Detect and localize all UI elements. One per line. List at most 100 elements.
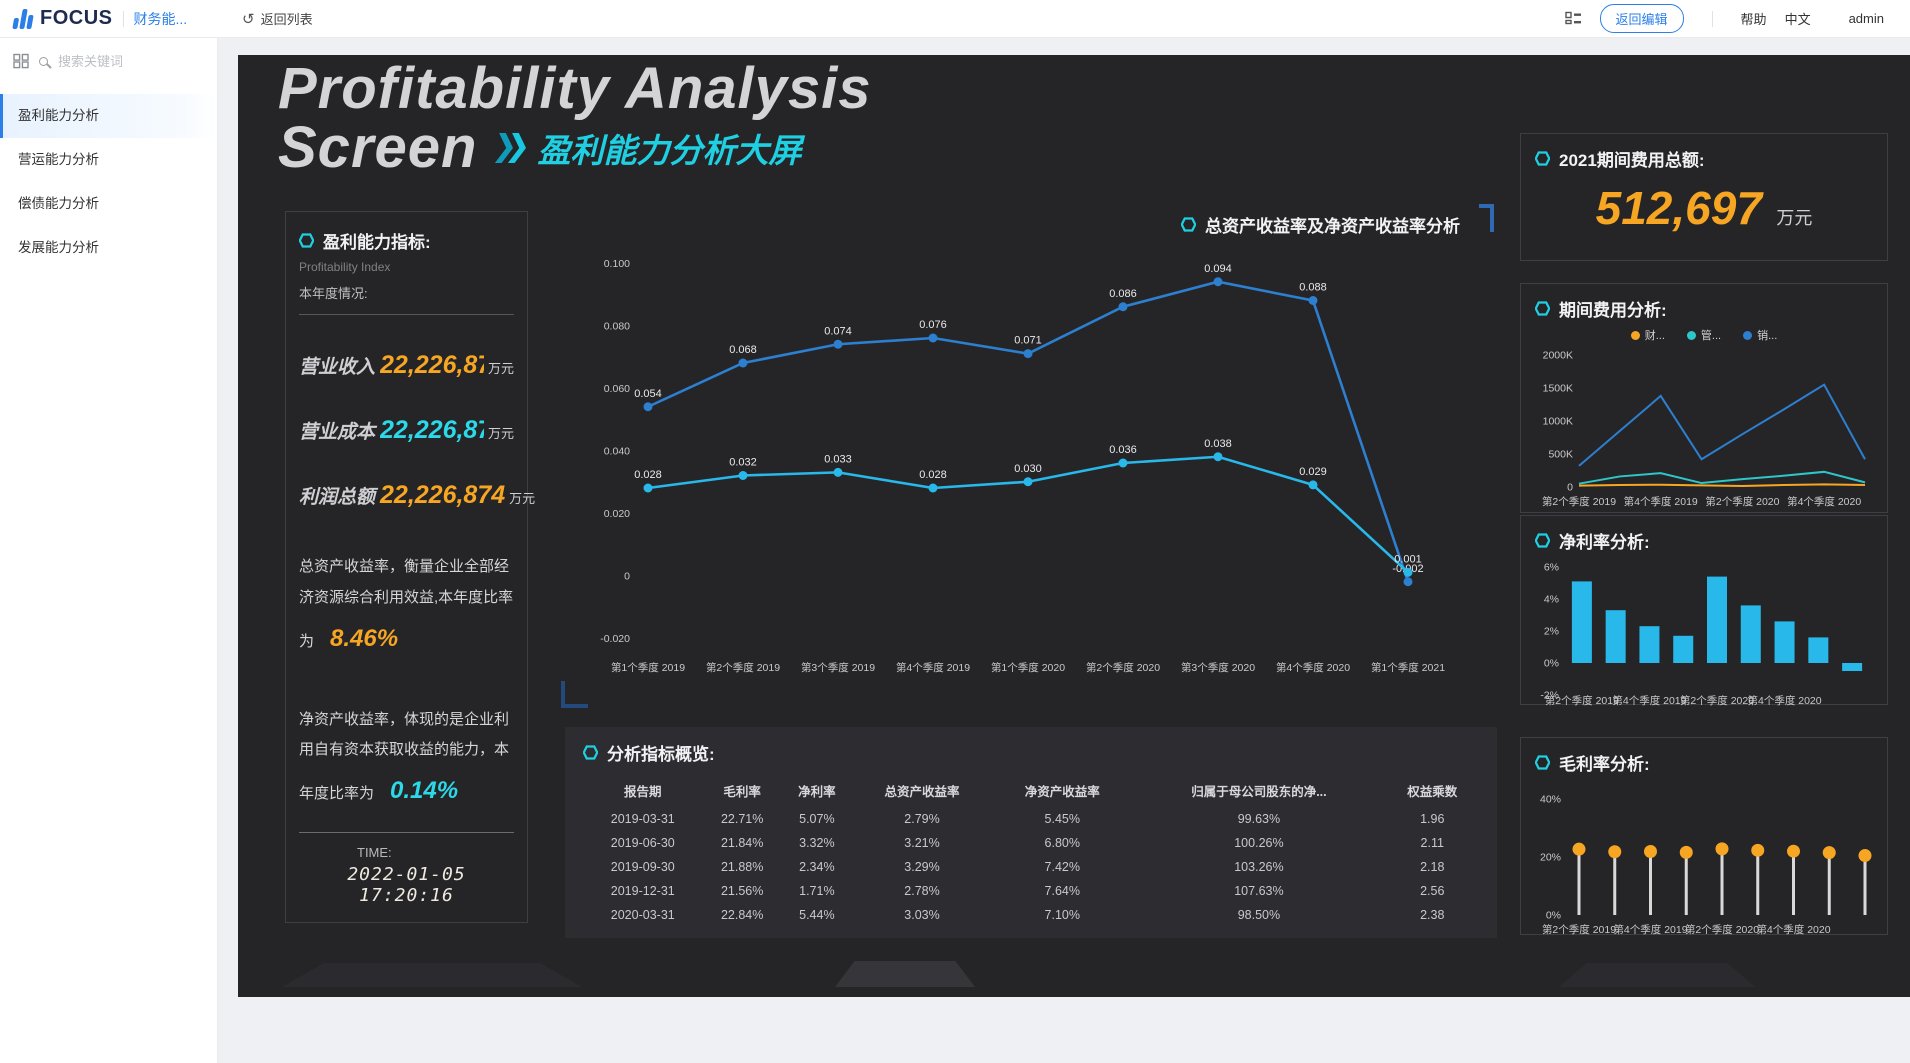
legend-item[interactable]: 销... [1743, 327, 1777, 343]
svg-text:0.032: 0.032 [729, 457, 757, 469]
table-cell: 2.56 [1420, 884, 1445, 898]
svg-text:第3个季度 2019: 第3个季度 2019 [801, 661, 875, 674]
table-row: 2019-06-30 21.84% 3.32% 3.21% 6.80% 100.26% 2.… [583, 831, 1479, 855]
svg-text:2%: 2% [1544, 626, 1559, 638]
language-switch[interactable]: 中文 [1784, 12, 1811, 27]
table-header-row: 报告期 毛利率 净利率 总资产收益率 净资产收益率 归属于母公司股东的净... 权益乘数 [583, 774, 1479, 807]
svg-text:第2个季度 2019: 第2个季度 2019 [1542, 923, 1616, 936]
period-expense-title: 期间费用分析: [1535, 296, 1873, 321]
hexagon-icon [1535, 151, 1550, 166]
sidebar-item-operating[interactable]: 营运能力分析 [18, 152, 99, 167]
table-header-cell: 归属于母公司股东的净... [1191, 785, 1327, 799]
table-cell: 21.88% [720, 860, 764, 874]
legend-dot-icon [1686, 330, 1696, 340]
divider [299, 314, 514, 315]
back-to-edit-button[interactable]: 返回编辑 [1599, 4, 1684, 33]
bottom-decoration-center [835, 961, 975, 987]
table-cell: 7.42% [1044, 860, 1080, 874]
table-cell: 103.26% [1234, 860, 1284, 874]
legend-item[interactable]: 财... [1630, 327, 1665, 343]
metric-total-profit: 利润总额 22,226,874 万元 [299, 481, 536, 509]
dashboard-subtitle-cn: 盈利能力分析大屏 [537, 132, 802, 170]
hexagon-icon [1181, 217, 1196, 232]
table-cell: 2.34% [799, 860, 835, 874]
topbar-separator-2 [1711, 10, 1713, 27]
svg-text:0.094: 0.094 [1204, 263, 1232, 275]
corner-bracket-bottom-left [561, 681, 588, 708]
search-input[interactable] [58, 53, 178, 69]
table-cell: 6.80% [1044, 836, 1080, 850]
table-cell: 99.63% [1237, 812, 1281, 826]
category-grid-icon[interactable] [13, 53, 29, 69]
table-row: 2020-03-31 22.84% 5.44% 3.03% 7.10% 98.50% 2.3… [583, 903, 1479, 927]
svg-text:4%: 4% [1544, 594, 1559, 606]
roa-roe-line-chart: 0.100 0.080 0.060 0.040 0.020 0 -0.020 第1个季度 20… [568, 238, 1508, 693]
roa-value: 8.46% [330, 624, 399, 652]
table-cell: 1.96 [1420, 812, 1445, 826]
legend-dot-icon [1630, 330, 1640, 340]
gross-margin-title: 毛利率分析: [1535, 750, 1873, 775]
roe-description: 净资产收益率，体现的是企业利用自有资本获取收益的能力，本年度比率为 0.14% [299, 710, 510, 805]
sidebar-item-growth[interactable]: 发展能力分析 [18, 240, 99, 255]
gross-margin-card: 毛利率分析: 40% 20% 0% 第2个季度 2019 第4个季度 2019 第2个季度… [1520, 737, 1888, 936]
table-header-cell: 净资产收益率 [1024, 785, 1100, 799]
legend-item[interactable]: 管... [1686, 327, 1721, 343]
svg-text:0.076: 0.076 [919, 319, 947, 331]
svg-text:0.038: 0.038 [1204, 438, 1232, 450]
back-to-list-button[interactable]: ↺ 返回列表 [242, 9, 313, 28]
svg-text:0.001: 0.001 [1394, 553, 1422, 565]
table-cell: 100.26% [1234, 836, 1284, 850]
table-cell: 2019-03-31 [610, 812, 675, 826]
sidebar-search-row [0, 38, 217, 84]
help-link[interactable]: 帮助 [1740, 12, 1767, 27]
svg-text:第4个季度 2019: 第4个季度 2019 [1612, 694, 1686, 707]
overview-table-panel: 分析指标概览: 报告期 毛利率 净利率 总资产收益率 净资产收益率 归属于母公司股东的净.… [565, 727, 1497, 938]
table-cell: 3.21% [904, 836, 940, 850]
sidebar-item-solvency[interactable]: 偿债能力分析 [18, 196, 99, 211]
dashboard-title: Profitability Analysis Screen 盈利能力分析大屏 [278, 56, 872, 179]
table-cell: 5.45% [1044, 812, 1080, 826]
profitability-index-panel: 盈利能力指标: Profitability Index 本年度情况: 营业收入 … [285, 211, 536, 923]
svg-text:0: 0 [1567, 482, 1573, 494]
hexagon-icon [583, 745, 598, 760]
roe-value: 0.14% [390, 777, 459, 805]
chevron-right-icon [495, 133, 525, 163]
dashboard-title-line1: Profitability Analysis [278, 56, 872, 121]
svg-text:0.100: 0.100 [604, 258, 630, 270]
workspace-name[interactable]: 财务能... [133, 10, 188, 27]
svg-text:0.029: 0.029 [1299, 466, 1327, 478]
table-cell: 3.03% [904, 908, 940, 922]
svg-text:第1个季度 2019: 第1个季度 2019 [611, 661, 685, 674]
user-menu[interactable]: admin [1848, 11, 1884, 26]
table-cell: 5.07% [799, 812, 835, 826]
svg-text:第4个季度 2020: 第4个季度 2020 [1276, 661, 1350, 674]
svg-text:0.030: 0.030 [1014, 463, 1042, 475]
svg-text:0.036: 0.036 [1109, 444, 1137, 456]
svg-text:1500K: 1500K [1543, 383, 1573, 395]
period-expense-card: 期间费用分析: 财... 管... 销... 2000K 1500K 1000K 500K… [1520, 283, 1888, 513]
svg-text:第4个季度 2019: 第4个季度 2019 [896, 661, 970, 674]
svg-text:第2个季度 2019: 第2个季度 2019 [1545, 694, 1619, 707]
dashboard-canvas: Profitability Analysis Screen 盈利能力分析大屏 盈… [238, 55, 1910, 997]
svg-text:0.060: 0.060 [604, 383, 630, 395]
net-margin-card: 净利率分析: 6% 4% 2% 0% -2% 第2个季度 2019 第4个季度 2019 第2… [1520, 515, 1888, 707]
table-cell: 22.84% [720, 908, 764, 922]
topbar-right: 返回编辑 帮助 中文 admin [1564, 4, 1910, 33]
svg-text:第1个季度 2020: 第1个季度 2020 [991, 661, 1065, 674]
topbar: FOCUS 财务能... ↺ 返回列表 返回编辑 帮助 中文 admin [0, 0, 1910, 38]
svg-text:-0.020: -0.020 [600, 633, 630, 645]
topbar-separator [122, 10, 124, 27]
table-row: 2019-03-31 22.71% 5.07% 2.79% 5.45% 99.63% 1.9… [583, 807, 1479, 831]
svg-text:0.028: 0.028 [919, 469, 947, 481]
svg-text:第2个季度 2020: 第2个季度 2020 [1680, 694, 1754, 707]
total-expense-value: 512,697 [1595, 182, 1762, 234]
layout-panel-icon[interactable] [1564, 11, 1582, 26]
focus-logo-icon [12, 8, 35, 29]
svg-text:20%: 20% [1540, 852, 1561, 864]
svg-text:0.054: 0.054 [634, 388, 662, 400]
sidebar-item-profitability[interactable]: 盈利能力分析 [0, 94, 217, 138]
net-margin-title: 净利率分析: [1535, 528, 1873, 553]
expense-chart-legend: 财... 管... 销... [1535, 327, 1873, 343]
main-chart-title: 总资产收益率及净资产收益率分析 [1181, 212, 1460, 237]
svg-text:0%: 0% [1544, 658, 1559, 670]
